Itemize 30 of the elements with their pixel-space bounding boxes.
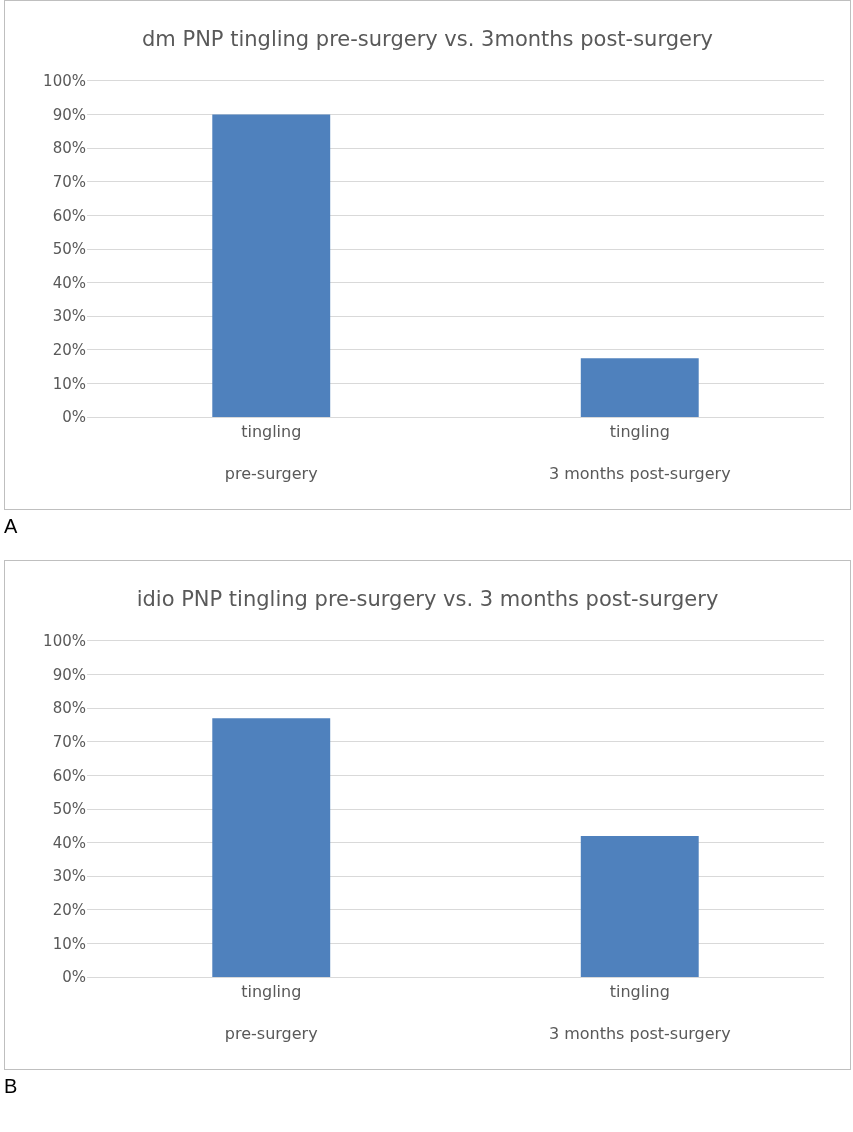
category-label: tingling 3 months post-surgery bbox=[548, 982, 731, 1043]
y-tick-label: 80% bbox=[52, 699, 86, 718]
y-tick-label: 100% bbox=[43, 72, 86, 91]
y-tick-label: 60% bbox=[52, 206, 86, 225]
y-tick-label: 100% bbox=[43, 632, 86, 651]
y-tick-label: 80% bbox=[52, 139, 86, 158]
y-tick-label: 90% bbox=[52, 105, 86, 124]
y-tick-label: 0% bbox=[62, 968, 86, 987]
y-tick-label: 20% bbox=[52, 341, 86, 360]
y-tick-label: 20% bbox=[52, 901, 86, 920]
y-tick-label: 10% bbox=[52, 374, 86, 393]
y-tick-label: 40% bbox=[52, 833, 86, 852]
y-tick-label: 40% bbox=[52, 273, 86, 292]
y-tick-label: 70% bbox=[52, 733, 86, 752]
y-tick-label: 70% bbox=[52, 173, 86, 192]
y-tick-label: 50% bbox=[52, 240, 86, 259]
y-tick-label: 30% bbox=[52, 867, 86, 886]
y-tick-label: 10% bbox=[52, 934, 86, 953]
text: A bbox=[4, 515, 18, 538]
category-label: tingling 3 months post-surgery bbox=[548, 422, 731, 483]
y-tick-label: 60% bbox=[52, 766, 86, 785]
category-label: tingling pre-surgery bbox=[224, 422, 318, 483]
chart-title: dm PNP tingling pre-surgery vs. 3months post-surgery bbox=[142, 27, 713, 52]
y-tick-label: 90% bbox=[52, 665, 86, 684]
text: B bbox=[4, 1075, 18, 1098]
category-label: tingling pre-surgery bbox=[224, 982, 318, 1043]
y-tick-label: 0% bbox=[62, 408, 86, 427]
chart-title: idio PNP tingling pre-surgery vs. 3 months post-surgery bbox=[136, 587, 719, 612]
y-tick-label: 30% bbox=[52, 307, 86, 326]
y-tick-label: 50% bbox=[52, 800, 86, 819]
